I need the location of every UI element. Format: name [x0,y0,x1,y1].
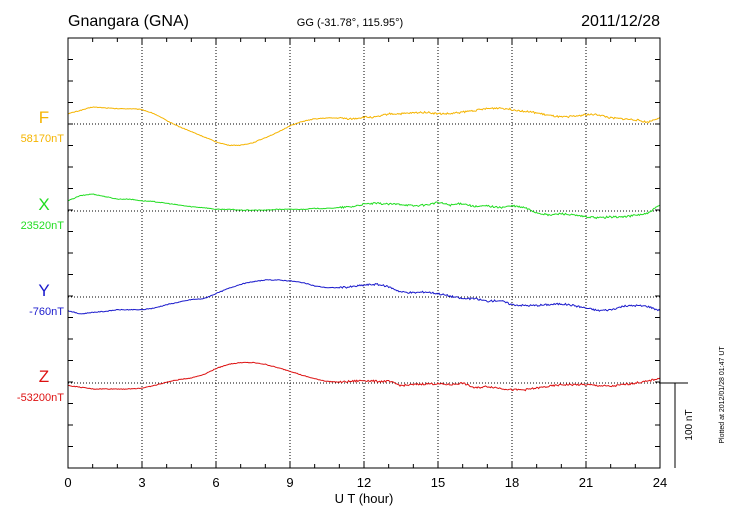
series-baseline-z: -53200nT [17,392,64,404]
x-tick-labels: 0 3 6 9 12 15 18 21 24 [64,475,667,490]
station-title: Gnangara (GNA) [68,13,189,30]
x-tick-label-21: 21 [579,475,593,490]
x-tick-label-24: 24 [653,475,667,490]
plotted-at-note: Plotted at 2012/01/28 01:47 UT [719,346,726,444]
x-axis-label: U T (hour) [335,491,394,506]
series-name-z: Z [39,367,49,386]
x-tick-label-6: 6 [212,475,219,490]
series-line-f [67,106,661,147]
x-tick-label-18: 18 [505,475,519,490]
axis-ticks [67,37,661,469]
series-line-y [67,279,661,315]
x-tick-label-9: 9 [286,475,293,490]
series-lines [67,106,661,392]
series-line-z [67,361,661,392]
series-labels: F 58170nT X 23520nT Y -760nT Z -53200nT [17,108,64,404]
series-name-y: Y [38,281,49,300]
grid-lines [141,38,587,468]
x-tick-label-3: 3 [138,475,145,490]
series-name-x: X [38,195,49,214]
x-tick-label-12: 12 [357,475,371,490]
series-baseline-y: -760nT [29,306,64,318]
scale-bar-label: 100 nT [684,409,695,440]
x-tick-label-0: 0 [64,475,71,490]
plot-frame [67,37,661,469]
series-name-f: F [39,108,49,127]
series-line-x [68,193,661,220]
scale-bar: 100 nT [660,382,695,468]
series-baseline-f: 58170nT [21,133,65,145]
station-coordinates: GG (-31.78°, 115.95°) [297,17,403,29]
chart-date: 2011/12/28 [581,13,660,30]
series-baseline-x: 23520nT [21,220,65,232]
x-tick-label-15: 15 [431,475,445,490]
